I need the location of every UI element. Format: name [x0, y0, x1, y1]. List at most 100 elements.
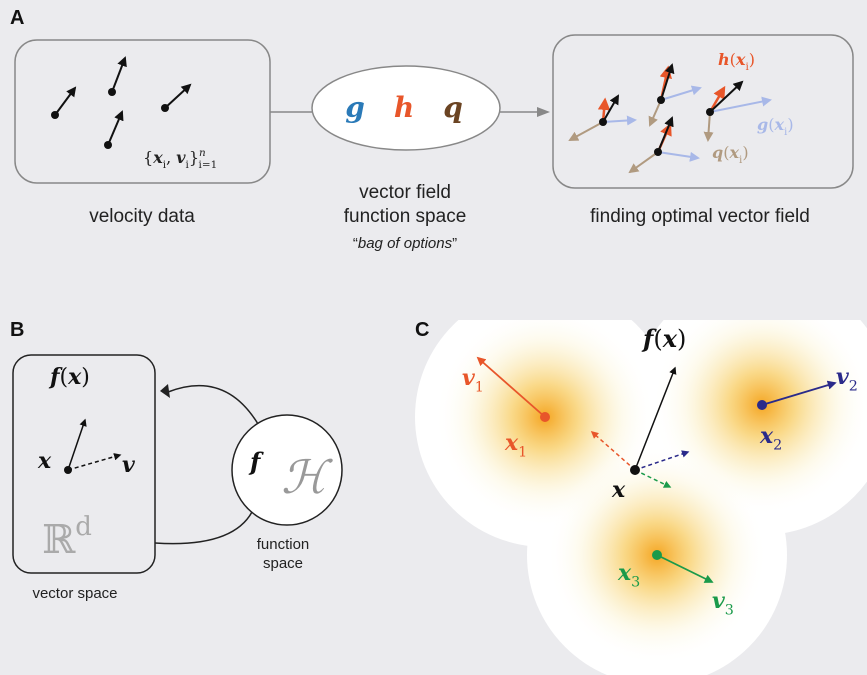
math-part: ℝ: [42, 517, 76, 563]
point: [706, 108, 714, 116]
math-part: }: [189, 148, 199, 167]
quote: “: [353, 235, 358, 252]
data-box: [14, 39, 271, 184]
math-part: (: [653, 325, 662, 353]
math-part: v: [122, 452, 135, 478]
math-part: ): [677, 325, 686, 353]
point: [104, 141, 112, 149]
math-label: v1: [462, 365, 484, 396]
arrow: [111, 56, 127, 93]
math-label: f: [248, 447, 264, 476]
function-g: g: [345, 91, 365, 124]
math-part: x: [152, 148, 163, 167]
arrow: [634, 450, 690, 471]
math-part: v: [176, 148, 186, 167]
vector-space-box: [12, 354, 156, 574]
math-part: i: [739, 154, 743, 166]
arrow: [709, 96, 772, 113]
math-part: g: [757, 115, 768, 134]
math-part: v: [836, 364, 849, 390]
arrow: [628, 151, 659, 174]
panel-label: A: [10, 7, 24, 29]
math-label: ℝd: [42, 512, 92, 563]
math-part: d: [75, 512, 92, 542]
arrow: [164, 83, 192, 109]
arrow: [568, 121, 604, 141]
arrow: [708, 85, 726, 113]
math-part: 1: [518, 445, 527, 461]
math-label: x2: [759, 423, 782, 454]
optimal-box: [552, 34, 854, 189]
math-part: ): [81, 365, 90, 390]
math-part: 3: [631, 575, 640, 591]
math-part: h: [718, 50, 730, 69]
math-label: v2: [836, 364, 858, 395]
caption: space: [263, 555, 303, 572]
point: [757, 400, 767, 410]
caption: velocity data: [89, 206, 195, 227]
arrow: [67, 453, 122, 471]
math-part: f: [641, 324, 657, 353]
arrow: [602, 115, 637, 126]
math-label: v3: [712, 588, 734, 619]
math-label: f(x): [48, 364, 90, 390]
math-label: f(x): [641, 324, 686, 353]
math-part: i: [784, 126, 788, 138]
math-part: 1: [475, 380, 484, 396]
math-label: {xi, vi}n i=1: [143, 147, 217, 171]
math-part: (: [768, 115, 774, 134]
point: [108, 88, 116, 96]
caption: vector field: [359, 182, 451, 203]
point: [161, 104, 169, 112]
function-h: h: [394, 91, 414, 124]
point: [652, 550, 662, 560]
function-q: q: [443, 91, 463, 124]
math-part: 2: [773, 438, 782, 454]
math-label: v: [122, 452, 135, 478]
math-label: x1: [504, 430, 527, 461]
arrow: [67, 418, 87, 471]
math-part: i: [745, 61, 749, 73]
math-part: i: [186, 159, 190, 171]
function-circle: [231, 414, 343, 526]
arrowhead: [537, 107, 550, 117]
arrow: [657, 116, 674, 153]
math-part: i=1: [199, 159, 218, 171]
arrow: [476, 356, 546, 418]
kernels: [415, 320, 867, 675]
math-part: x: [773, 115, 784, 134]
math-label: q(xi): [712, 143, 749, 166]
caption: “bag of options”: [353, 235, 457, 252]
math-part: x: [728, 143, 739, 162]
arrow: [634, 366, 677, 471]
point: [657, 96, 665, 104]
math-part: f: [48, 364, 63, 390]
arrow: [107, 110, 124, 146]
math-part: ): [749, 50, 755, 69]
math-part: x: [759, 423, 774, 449]
math-part: x: [67, 364, 82, 390]
arrow: [660, 85, 702, 101]
options: bag of options: [358, 235, 453, 252]
point: [654, 148, 662, 156]
caption: vector space: [32, 585, 117, 602]
arrow: [709, 80, 744, 113]
math-label: x: [611, 477, 626, 503]
arrowhead: [160, 384, 170, 398]
arrow: [660, 63, 675, 101]
math-part: x: [617, 560, 632, 586]
math-part: q: [712, 143, 723, 162]
math-label: g(xi): [757, 115, 794, 138]
math-part: ): [787, 115, 793, 134]
point: [630, 465, 640, 475]
math-part: {: [143, 148, 153, 167]
math-part: v: [712, 588, 725, 614]
math-part: (: [59, 365, 68, 390]
math-part: x: [611, 477, 626, 503]
arrow: [54, 86, 77, 116]
math-part: i: [163, 159, 167, 171]
math-part: x: [662, 324, 678, 353]
curve: [167, 384, 259, 425]
caption: function: [257, 536, 310, 553]
